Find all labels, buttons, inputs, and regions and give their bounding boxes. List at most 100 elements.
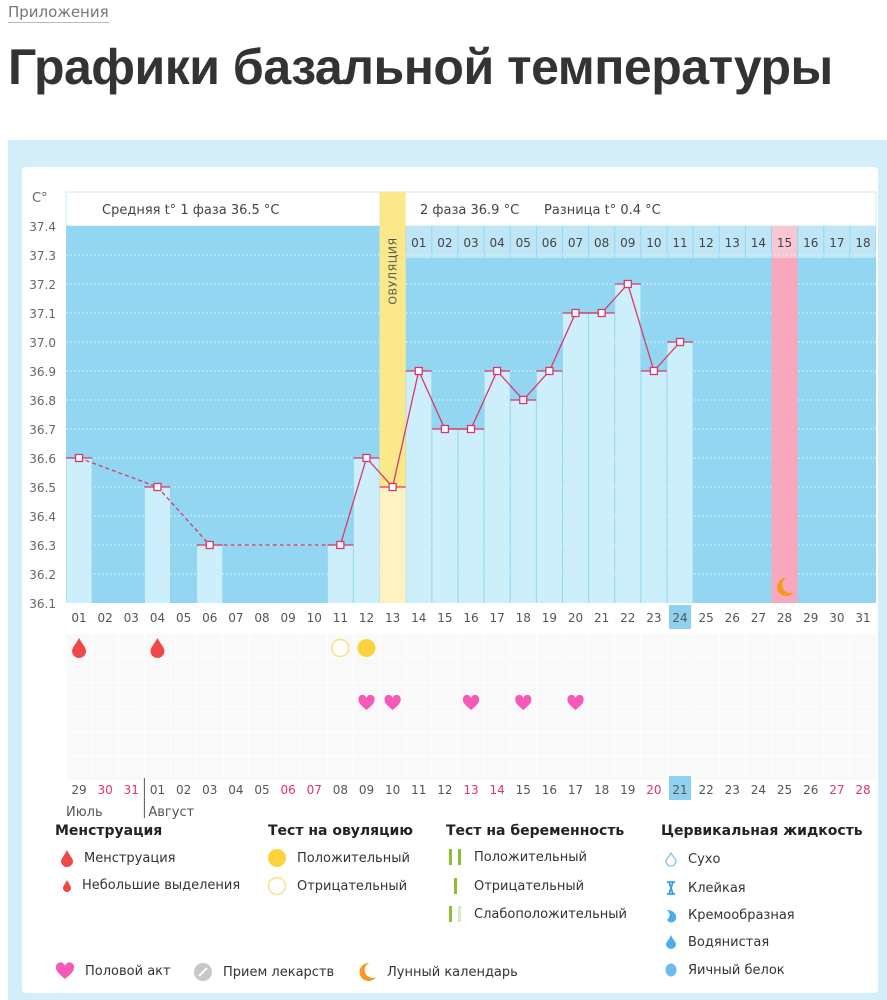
- one-line-icon: [454, 878, 457, 894]
- phase2-day-label: 15: [777, 236, 792, 250]
- legend-label: Слабоположительный: [474, 906, 627, 922]
- drop-outline-icon: [665, 851, 677, 867]
- temperature-point: [675, 337, 685, 347]
- legend-label: Менструация: [84, 850, 176, 866]
- phase2-day-cell: [719, 226, 745, 258]
- calendar-cell: [327, 683, 353, 707]
- calendar-cell: [66, 683, 92, 707]
- temperature-point: [74, 453, 84, 463]
- phase2-day-cell: [745, 226, 772, 258]
- temperature-line-segment: [522, 370, 550, 401]
- temperature-line-segment: [470, 370, 498, 430]
- cycle-day-label: 25: [699, 611, 714, 625]
- phase2-day-label: 11: [672, 236, 687, 250]
- calendar-cell: [380, 732, 406, 756]
- cycle-day-label: 18: [516, 611, 531, 625]
- temperature-bar: [406, 371, 432, 603]
- calendar-cell: [406, 707, 432, 731]
- calendar-cell: [589, 756, 615, 780]
- calendar-cell: [275, 634, 301, 658]
- temperature-bar: [589, 313, 615, 603]
- calendar-cell: [772, 634, 798, 658]
- y-tick-label: 37.0: [29, 336, 56, 350]
- calendar-cell: [380, 707, 406, 731]
- calendar-cell: [824, 756, 850, 780]
- calendar-cell: [327, 707, 353, 731]
- calendar-cell: [536, 683, 562, 707]
- calendar-cell: [301, 683, 327, 707]
- calendar-cell: [798, 658, 824, 682]
- cycle-day-label: 08: [254, 611, 269, 625]
- water-drop-icon: [666, 935, 676, 949]
- faint-lines-icon: [449, 906, 461, 922]
- calendar-cell: [745, 683, 772, 707]
- cycle-day-label: 04: [150, 611, 165, 625]
- calendar-cell: [301, 634, 327, 658]
- cycle-day-label: 07: [228, 611, 243, 625]
- calendar-cell: [536, 756, 562, 780]
- circle-outline-icon: [267, 876, 287, 896]
- temperature-line-segment: [366, 457, 394, 488]
- calendar-cell: [144, 756, 171, 780]
- phase2-average: 2 фаза 36.9 °C: [420, 203, 519, 218]
- phase2-day-cell: [562, 226, 589, 258]
- calendar-cell: [92, 683, 118, 707]
- calendar-date: 05: [254, 783, 269, 797]
- temperature-point: [492, 366, 502, 376]
- calendar-date: 29: [71, 783, 86, 797]
- calendar-date: 07: [307, 783, 322, 797]
- legend-cervical-title: Цервикальная жидкость: [661, 823, 863, 839]
- calendar-cell: [510, 707, 536, 731]
- calendar-cell: [510, 732, 536, 756]
- calendar-cell: [850, 707, 876, 731]
- cycle-day-label: 15: [437, 611, 452, 625]
- calendar-cell: [798, 683, 824, 707]
- calendar-cell: [171, 732, 197, 756]
- calendar-cell: [719, 707, 745, 731]
- calendar-cell: [484, 658, 510, 682]
- temperature-point: [519, 395, 528, 405]
- cycle-day-label: 17: [490, 611, 505, 625]
- page-title: Графики базальной температуры: [8, 39, 833, 95]
- y-tick-label: 36.4: [29, 510, 56, 524]
- calendar-cell: [772, 732, 798, 756]
- calendar-cell: [223, 634, 249, 658]
- calendar-cell: [824, 732, 850, 756]
- calendar-cell: [92, 756, 118, 780]
- phase2-day-label: 07: [568, 236, 583, 250]
- phase2-day-label: 14: [751, 236, 766, 250]
- temperature-bar: [66, 458, 92, 603]
- calendar-cell: [667, 634, 693, 658]
- egg-icon: [665, 963, 677, 977]
- temperature-point: [153, 482, 162, 492]
- legend-label: Яичный белок: [688, 962, 785, 978]
- calendar-cell: [458, 634, 484, 658]
- cycle-day-label: 09: [280, 611, 295, 625]
- heart-icon: [55, 962, 75, 979]
- calendar-cell: [66, 658, 92, 682]
- breadcrumb[interactable]: Приложения: [8, 3, 109, 23]
- calendar-cell: [745, 634, 772, 658]
- calendar-cell: [693, 756, 719, 780]
- calendar-date: 22: [699, 783, 714, 797]
- legend-label: Положительный: [474, 849, 587, 865]
- calendar-date: 30: [98, 783, 113, 797]
- calendar-cell: [693, 707, 719, 731]
- y-tick-label: 37.1: [29, 307, 56, 321]
- calendar-cell: [301, 707, 327, 731]
- temperature-bar: [353, 458, 380, 603]
- calendar-cell: [484, 707, 510, 731]
- calendar-date: 26: [803, 783, 818, 797]
- pill-icon: [194, 963, 212, 981]
- calendar-cell: [275, 707, 301, 731]
- cycle-day-label: 19: [542, 611, 557, 625]
- calendar-cell: [432, 658, 458, 682]
- calendar-cell: [353, 658, 380, 682]
- calendar-date: 01: [150, 783, 165, 797]
- temperature-bar: [432, 429, 458, 603]
- calendar-cell: [406, 634, 432, 658]
- calendar-date: 28: [855, 783, 870, 797]
- heart-icon: [515, 694, 532, 710]
- calendar-cell: [223, 658, 249, 682]
- phase2-day-cell: [406, 226, 432, 258]
